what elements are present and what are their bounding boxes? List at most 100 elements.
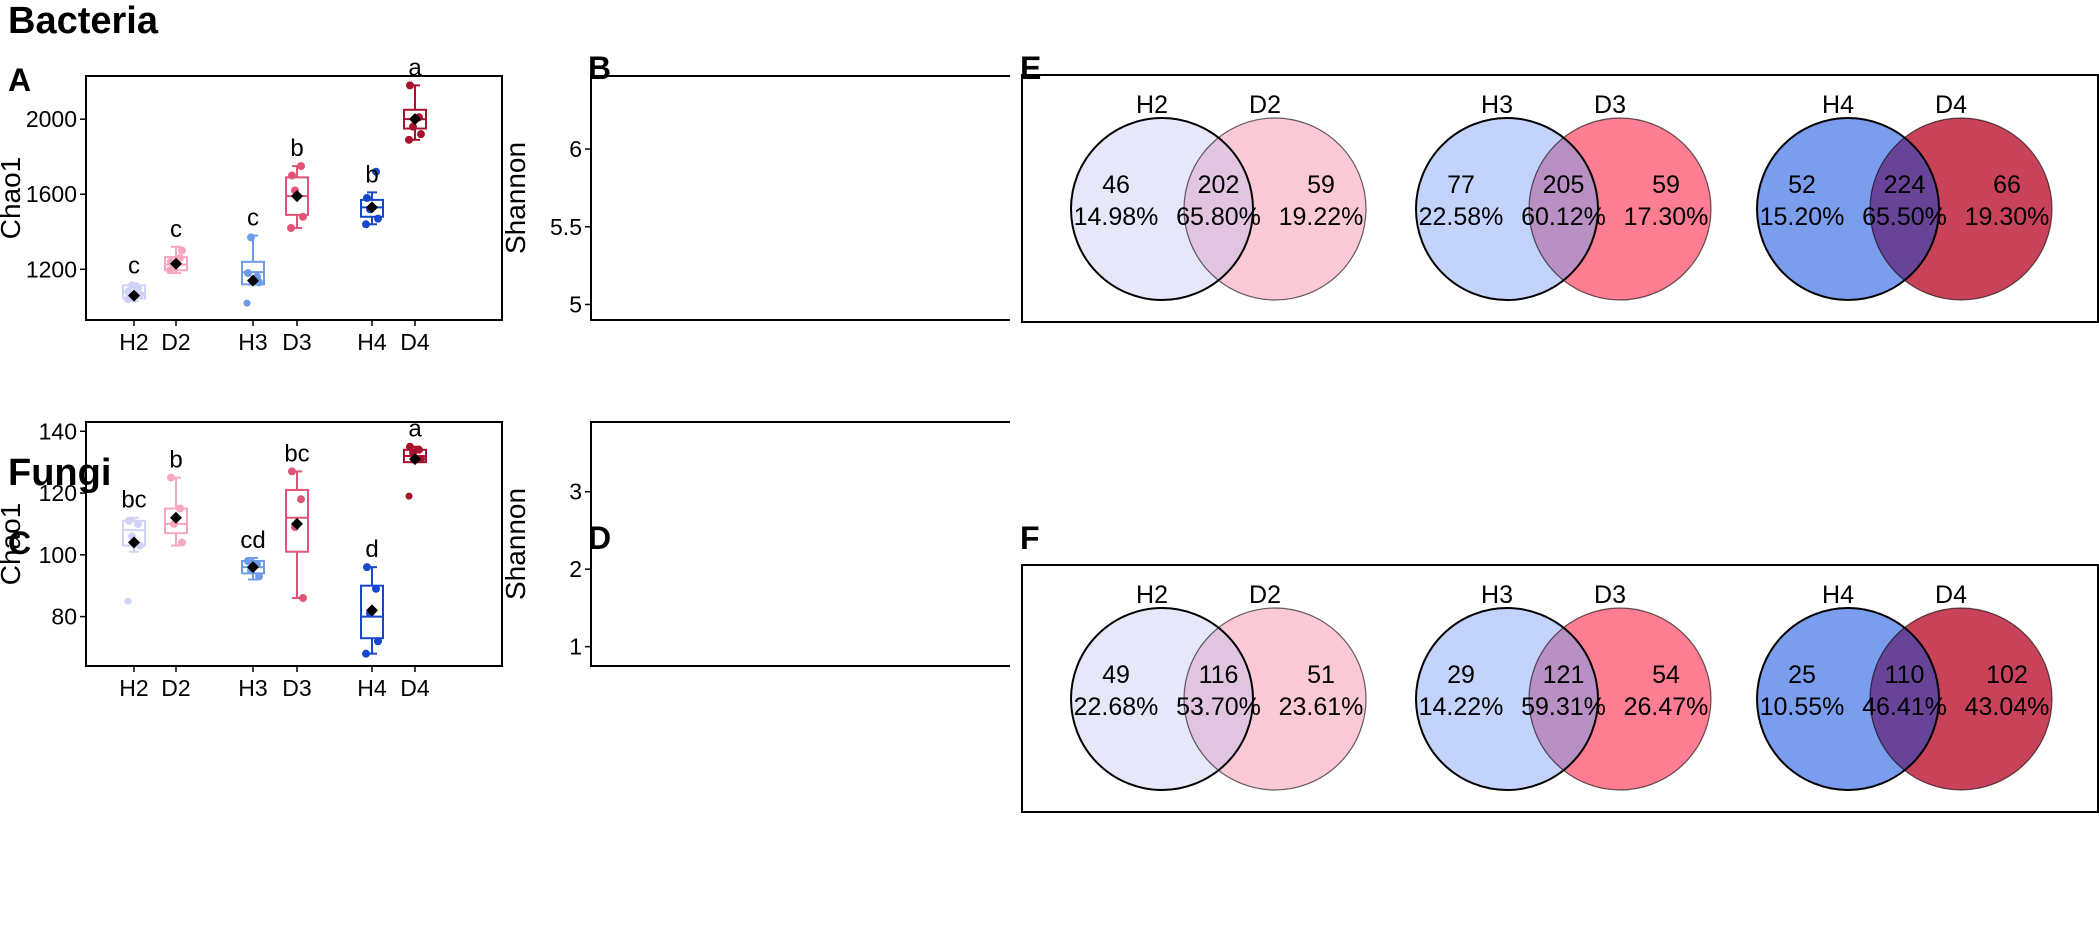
data-point [297,495,305,504]
venn-overlap [1870,608,1939,790]
plot-frame [85,421,503,667]
data-point [374,637,382,646]
venn-shared-percent: 53.70% [1176,693,1261,721]
significance-letter: cd [240,527,265,554]
venn-left-count: 49 [1102,661,1130,689]
data-point [166,266,174,275]
mean-marker [247,274,259,287]
y-tick-label: 2000 [26,106,77,132]
x-tick-label: H4 [357,329,387,355]
x-tick-label: D3 [282,675,311,701]
venn-right-percent: 23.61% [1279,693,1364,721]
venn-shared-percent: 60.12% [1521,203,1606,231]
x-tick-label: H2 [119,329,148,355]
mean-marker [291,517,303,530]
box-iqr [285,488,309,553]
plot-frame [590,75,1010,321]
outlier-point [124,597,132,605]
data-point [247,233,255,242]
venn-overlap [1184,118,1253,300]
venn-right-percent: 19.22% [1279,203,1364,231]
venn-right-percent: 43.04% [1965,693,2050,721]
plot-frame [590,421,1010,667]
venn-shared-count: 116 [1199,661,1239,689]
data-point [415,445,423,454]
data-point [362,220,370,229]
venn-left-outline [1070,607,1254,791]
venn-left-count: 29 [1447,661,1475,689]
mean-marker [409,113,421,126]
venn-left-count: 46 [1102,171,1130,199]
venn-shared-percent: 65.80% [1176,203,1261,231]
outlier-point [124,287,132,295]
data-point [363,563,371,572]
significance-letter: c [128,252,140,279]
venn-overlap [1870,118,1939,300]
venn-right-label: D2 [1249,91,1281,119]
outlier-point [243,299,251,307]
significance-letter: b [365,161,378,188]
significance-letter: c [247,205,259,232]
outlier-point [405,492,413,500]
panel-letter-e: E [1020,50,1042,86]
venn-right-outline [1528,607,1712,791]
venn-left-count: 25 [1788,661,1816,689]
venn-panel-f-fungi: H2 D2 49 22.68% 116 53.70% 51 23.61% H3 D3 29 14.22… [1021,564,2099,813]
venn-right-label: D3 [1594,91,1626,119]
y-tick-label: 120 [39,480,77,506]
venn-right-count: 54 [1652,661,1680,689]
y-tick-label: 1 [569,634,582,660]
venn-left-percent: 14.22% [1419,693,1504,721]
data-point [374,214,382,223]
data-point [176,504,184,513]
venn-right-label: D3 [1594,581,1626,609]
mean-marker [170,511,182,524]
significance-letter: b [290,135,303,162]
significance-letter: a [408,54,422,81]
venn-left-label: H3 [1481,91,1513,119]
venn-right-label: D2 [1249,581,1281,609]
venn-right-label: D4 [1935,581,1967,609]
data-point [406,81,414,90]
boxplot-d-fungi-shannon: 123ShannonH2aD2aH3aD3aH4aD4a [500,421,1010,667]
venn-left-percent: 14.98% [1074,203,1159,231]
venn-right-outline [1183,607,1367,791]
x-tick-label: D4 [400,675,430,701]
venn-overlap [1529,118,1598,300]
venn-shared-count: 121 [1543,661,1585,689]
venn-shared-count: 202 [1198,171,1240,199]
venn-left-outline [1756,117,1940,301]
mean-marker [291,190,303,203]
data-point [125,516,133,525]
data-point [134,519,142,528]
significance-letter: a [408,416,422,443]
venn-right-label: D4 [1935,91,1967,119]
x-tick-label: D3 [282,329,311,355]
venn-left-outline [1415,607,1599,791]
venn-left-outline [1070,117,1254,301]
venn-left-label: H2 [1136,91,1168,119]
significance-letter: d [365,536,378,563]
venn-right-count: 66 [1993,171,2021,199]
venn-left-count: 52 [1788,171,1816,199]
bacteria-section-title: Bacteria [8,0,158,42]
data-point [255,572,263,581]
panel-letter-f: F [1020,520,1040,556]
significance-letter: b [169,447,182,474]
venn-right-outline [1869,117,2053,301]
venn-left-percent: 22.68% [1074,693,1159,721]
data-point [363,194,371,202]
venn-shared-count: 205 [1543,171,1585,199]
y-axis-label: Chao1 [0,503,26,586]
mean-marker [409,453,421,466]
data-point [287,224,295,233]
venn-left-label: H3 [1481,581,1513,609]
data-point [134,284,142,293]
y-tick-label: 80 [51,604,77,630]
venn-right-outline [1183,117,1367,301]
venn-right-count: 102 [1986,661,2028,689]
venn-right-count: 51 [1307,661,1335,689]
data-point [362,649,370,658]
venn-overlap [1529,608,1598,790]
